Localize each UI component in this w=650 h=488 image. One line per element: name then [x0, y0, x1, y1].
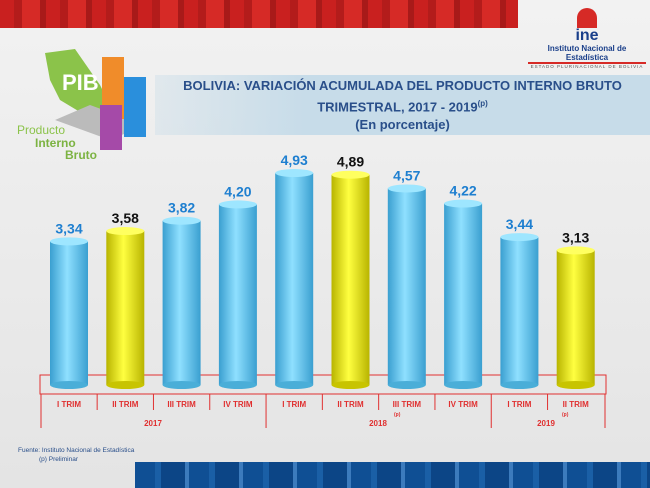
- year-label: 2017: [144, 419, 162, 428]
- bottom-banner: [135, 462, 650, 488]
- category-label: IV TRIM: [223, 400, 253, 409]
- bar-cap: [275, 169, 314, 178]
- value-label: 3,44: [506, 216, 533, 232]
- bar-body: [387, 188, 426, 385]
- bar-cap: [162, 216, 201, 225]
- ine-logo: ine Instituto Nacional de Estadística ES…: [528, 8, 646, 69]
- bar-body: [331, 174, 370, 385]
- value-label: 4,89: [337, 154, 364, 170]
- bar-cap: [106, 227, 145, 236]
- bar-bottom: [387, 381, 426, 389]
- category-label: IV TRIM: [448, 400, 478, 409]
- bar-cap: [500, 233, 539, 242]
- bar-bottom: [218, 381, 257, 389]
- bar-body: [106, 231, 145, 385]
- bar: [106, 227, 145, 389]
- chart-title: BOLIVIA: VARIACIÓN ACUMULADA DEL PRODUCT…: [183, 78, 622, 93]
- bar-cap: [444, 199, 483, 208]
- category-label: III TRIM: [393, 400, 422, 409]
- category-label: III TRIM: [167, 400, 196, 409]
- bar: [387, 184, 426, 389]
- bar: [444, 199, 483, 389]
- logo-subtitle: ESTADO PLURINACIONAL DE BOLIVIA: [530, 64, 644, 69]
- value-label: 3,58: [112, 210, 139, 226]
- top-banner: [0, 0, 518, 28]
- pib-line2: Interno: [35, 136, 76, 150]
- value-label: 3,13: [562, 229, 589, 245]
- bar-cap: [331, 170, 370, 179]
- chart-title-line2: TRIMESTRAL, 2017 - 2019(p): [317, 99, 488, 115]
- source-note: Fuente: Instituto Nacional de Estadístic…: [18, 446, 134, 464]
- bar-body: [444, 203, 483, 385]
- category-label: II TRIM: [337, 400, 364, 409]
- value-label: 3,82: [168, 200, 195, 216]
- pib-text: PIB: [62, 70, 99, 95]
- category-label: II TRIM: [563, 400, 590, 409]
- year-label: 2019: [537, 419, 555, 428]
- chart-title-box: BOLIVIA: VARIACIÓN ACUMULADA DEL PRODUCT…: [155, 75, 650, 135]
- ine-mark-icon: [577, 8, 597, 28]
- axis-frame: [39, 374, 607, 395]
- purple-bar-icon: [100, 105, 122, 150]
- pib-line3: Bruto: [65, 148, 97, 162]
- bar-cap: [218, 200, 257, 209]
- bar-cap: [556, 246, 595, 255]
- bar: [162, 216, 201, 389]
- bar: [331, 170, 370, 389]
- bar-bottom: [50, 381, 88, 389]
- category-label: I TRIM: [57, 400, 81, 409]
- source-text: Fuente: Instituto Nacional de Estadístic…: [18, 447, 135, 454]
- chart-subtitle: (En porcentaje): [355, 117, 450, 133]
- bar-bottom: [556, 381, 595, 389]
- orange-bar-icon: [102, 57, 124, 119]
- bar: [218, 200, 257, 389]
- preliminary-note: (p) Preliminar: [39, 456, 79, 463]
- bolivia-map-icon: [45, 49, 110, 115]
- bar-body: [50, 241, 88, 385]
- value-label: 4,93: [281, 152, 308, 168]
- bar-body: [500, 237, 539, 385]
- year-sup: (p): [394, 412, 401, 418]
- blue-bar-icon: [124, 77, 146, 137]
- bar-bottom: [162, 381, 201, 389]
- bar-bottom: [500, 381, 539, 389]
- bar-body: [275, 173, 314, 385]
- category-label: I TRIM: [507, 400, 531, 409]
- value-label: 4,22: [449, 183, 476, 199]
- category-label: II TRIM: [112, 400, 139, 409]
- category-label: I TRIM: [282, 400, 306, 409]
- bar-body: [218, 204, 257, 385]
- bar: [556, 246, 595, 389]
- bar: [275, 169, 314, 389]
- bar-bottom: [331, 381, 370, 389]
- value-label: 4,20: [224, 183, 251, 199]
- bar-body: [556, 250, 595, 385]
- logo-institution: Instituto Nacional de Estadística: [528, 44, 646, 64]
- value-label: 3,34: [55, 220, 82, 236]
- year-sup: (p): [562, 412, 569, 418]
- bar-bottom: [444, 381, 483, 389]
- pib-illustration: PIB Producto Interno Bruto: [15, 45, 165, 165]
- year-label: 2018: [369, 419, 387, 428]
- bar-cap: [387, 184, 426, 193]
- bar: [500, 233, 539, 389]
- bar-cap: [50, 237, 88, 246]
- bar-bottom: [275, 381, 314, 389]
- value-label: 4,57: [393, 167, 420, 183]
- bar-bottom: [106, 381, 145, 389]
- pib-line1: Producto: [17, 123, 66, 137]
- bar-body: [162, 220, 201, 385]
- logo-name: ine: [575, 27, 599, 44]
- bar: [50, 237, 88, 389]
